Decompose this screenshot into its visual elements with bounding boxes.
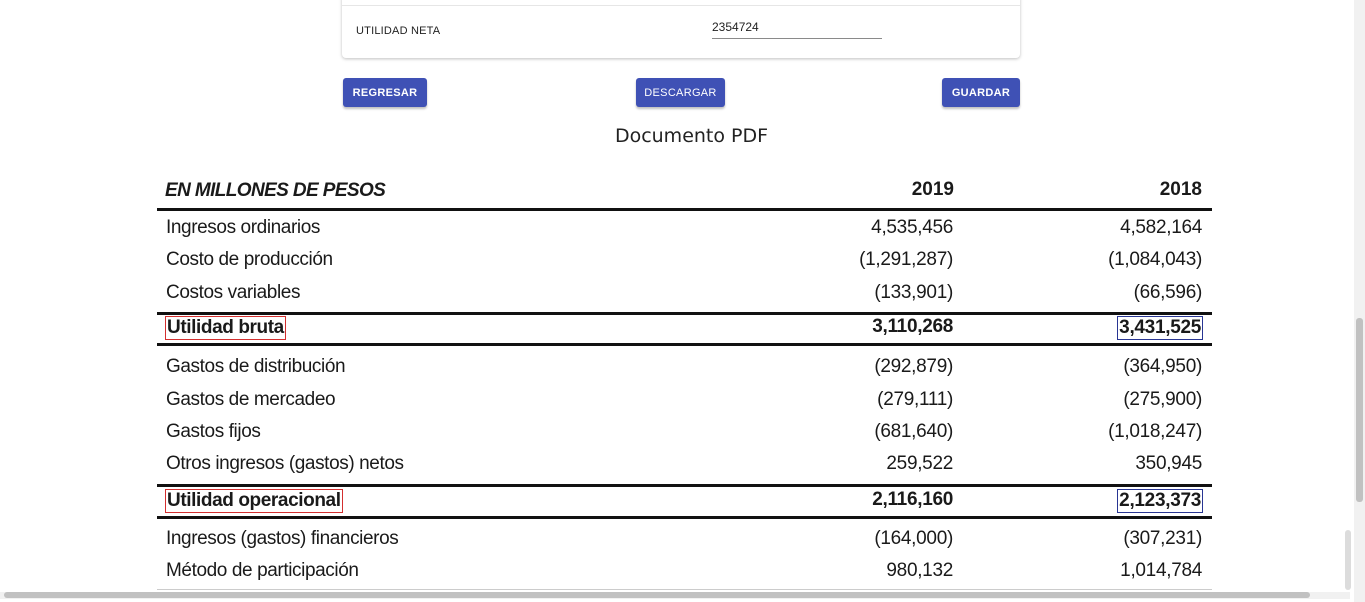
value-2018: (275,900) — [1123, 389, 1202, 410]
table-row-total: Utilidad operacional 2,116,160 2,123,373 — [157, 485, 1212, 519]
table-rule — [157, 312, 1212, 315]
table-row: Otros ingresos (gastos) netos 259,522 35… — [157, 449, 1212, 481]
value-2019: 3,110,268 — [872, 316, 953, 337]
form-card: UTILIDAD NETA — [342, 0, 1020, 58]
table-row: Costo de producción (1,291,287) (1,084,0… — [157, 245, 1212, 277]
value-2018: 350,945 — [1135, 453, 1202, 474]
value-2018: (364,950) — [1123, 356, 1202, 377]
table-row: Ingresos (gastos) financieros (164,000) … — [157, 524, 1212, 556]
table-row: Gastos fijos (681,640) (1,018,247) — [157, 417, 1212, 449]
row-label: Ingresos (gastos) financieros — [166, 528, 399, 549]
table-header-label: EN MILLONES DE PESOS — [165, 180, 386, 201]
value-2018: 3,431,525 — [1117, 316, 1203, 340]
value-2018: (1,084,043) — [1108, 249, 1202, 270]
value-2019: (164,000) — [874, 528, 953, 549]
row-label: Gastos de distribución — [166, 356, 346, 377]
table-row: Costos variables (133,901) (66,596) — [157, 278, 1212, 310]
value-2019: 259,522 — [886, 453, 953, 474]
row-label: Ingresos ordinarios — [166, 217, 320, 238]
table-row: Gastos de distribución (292,879) (364,95… — [157, 352, 1212, 384]
value-2018: (307,231) — [1123, 528, 1202, 549]
table-row: Gastos de mercadeo (279,111) (275,900) — [157, 385, 1212, 417]
value-2019: 980,132 — [886, 560, 953, 581]
row-label: Costos variables — [166, 282, 301, 303]
row-label: Utilidad bruta — [165, 316, 286, 340]
value-2019: 2,116,160 — [872, 489, 953, 510]
table-row-total: Utilidad bruta 3,110,268 3,431,525 — [157, 313, 1212, 346]
table-header: EN MILLONES DE PESOS 2019 2018 — [157, 168, 1212, 211]
value-2019: (681,640) — [874, 421, 953, 442]
vertical-scrollbar-thumb[interactable] — [1356, 318, 1363, 502]
row-label: Costo de producción — [166, 249, 333, 270]
row-label: Gastos fijos — [166, 421, 261, 442]
value-2019: (1,291,287) — [859, 249, 953, 270]
value-2018: 2,123,373 — [1117, 489, 1203, 513]
page-edge — [157, 589, 1212, 590]
value-2018: (66,596) — [1133, 282, 1203, 303]
table-rule — [157, 484, 1212, 487]
row-label: Utilidad operacional — [165, 489, 343, 513]
year-2018-header: 2018 — [1159, 179, 1202, 200]
save-button[interactable]: GUARDAR — [942, 78, 1020, 107]
download-button[interactable]: DESCARGAR — [636, 78, 725, 107]
pdf-scrollbar-thumb[interactable] — [1345, 530, 1351, 590]
value-2018: 1,014,784 — [1120, 560, 1202, 581]
value-2018: 4,582,164 — [1120, 217, 1202, 238]
value-2019: (292,879) — [874, 356, 953, 377]
utilidad-neta-label: UTILIDAD NETA — [356, 25, 441, 37]
pdf-viewer[interactable]: EN MILLONES DE PESOS 2019 2018 Ingresos … — [157, 168, 1212, 590]
utilidad-neta-input[interactable] — [712, 16, 882, 39]
value-2019: (133,901) — [874, 282, 953, 303]
row-label: Otros ingresos (gastos) netos — [166, 453, 404, 474]
row-label: Gastos de mercadeo — [166, 389, 336, 410]
year-2019-header: 2019 — [911, 179, 954, 200]
document-title: Documento PDF — [614, 125, 769, 147]
horizontal-scrollbar[interactable] — [0, 592, 1350, 599]
value-2019: 4,535,456 — [871, 217, 953, 238]
back-button[interactable]: REGRESAR — [343, 78, 427, 107]
value-2018: (1,018,247) — [1108, 421, 1202, 442]
table-row: Método de participación 980,132 1,014,78… — [157, 556, 1212, 588]
value-2019: (279,111) — [877, 389, 953, 410]
horizontal-scrollbar-thumb[interactable] — [4, 592, 1310, 598]
row-label: Método de participación — [166, 560, 359, 581]
card-divider — [342, 5, 1020, 6]
table-row: Ingresos ordinarios 4,535,456 4,582,164 — [157, 213, 1212, 245]
vertical-scrollbar[interactable] — [1354, 0, 1365, 602]
